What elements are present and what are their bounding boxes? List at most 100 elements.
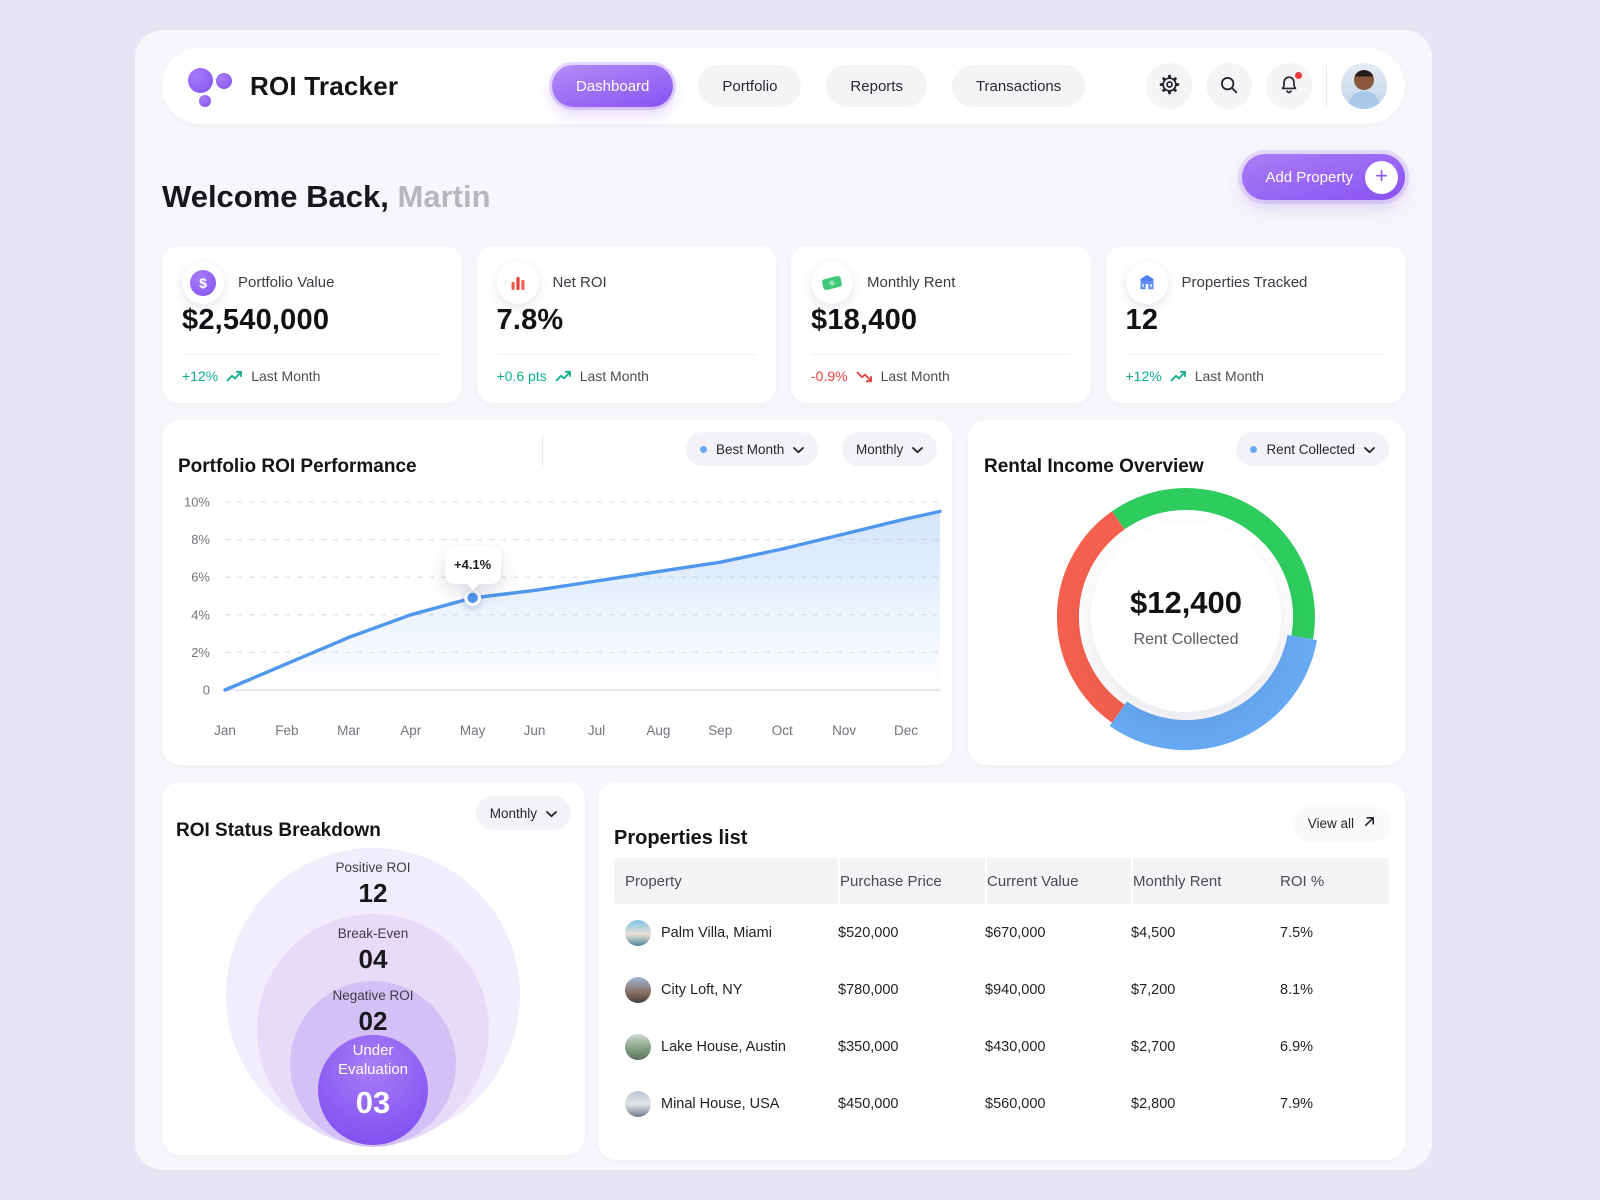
settings-button[interactable]: [1146, 63, 1192, 109]
rental-donut-chart: [1056, 487, 1317, 751]
stat-cards: $ Portfolio Value $2,540,000 +12% Last Month…: [162, 246, 1405, 403]
x-tick: Dec: [894, 723, 918, 738]
monthly-rent: $4,500: [1131, 924, 1176, 941]
column-header: Monthly Rent: [1131, 858, 1280, 904]
table-row[interactable]: Minal House, USA $450,000 $560,000 $2,800 7.…: [614, 1075, 1389, 1132]
table-row[interactable]: Lake House, Austin $350,000 $430,000 $2,700…: [614, 1018, 1389, 1075]
donut-segment: [1109, 634, 1317, 751]
title-divider: [542, 436, 543, 466]
delta-value: +12%: [1125, 368, 1162, 384]
property-name: City Loft, NY: [661, 981, 743, 998]
search-icon: [1218, 74, 1240, 99]
add-property-button[interactable]: Add Property +: [1242, 154, 1405, 200]
stat-footer: -0.9% Last Month: [811, 368, 950, 384]
ring-label-4: Under Evaluation 03: [321, 1042, 425, 1120]
user-avatar[interactable]: [1341, 63, 1387, 109]
y-tick: 8%: [191, 532, 210, 547]
ring-value: 04: [358, 943, 388, 974]
properties-title: Properties list: [614, 826, 748, 849]
roi-performance-card: Portfolio ROI Performance Best Month Mon…: [162, 420, 952, 765]
period-label: Last Month: [880, 368, 950, 384]
y-tick: 10%: [184, 495, 210, 510]
monthly-rent: $2,700: [1131, 1038, 1176, 1055]
property-name: Palm Villa, Miami: [661, 924, 772, 941]
purchase-price: $780,000: [838, 981, 899, 998]
period-dropdown[interactable]: Monthly: [842, 432, 938, 466]
rent-collected-label: Rent Collected: [1133, 631, 1239, 648]
metric-dropdown[interactable]: Best Month: [686, 432, 819, 466]
rental-income-card: Rental Income Overview Rent Collected $1…: [968, 420, 1405, 765]
ring-label-2: Break-Even 04: [263, 926, 483, 973]
purchase-price: $520,000: [838, 924, 899, 941]
y-tick: 4%: [191, 607, 210, 622]
app-container: ROI Tracker Dashboard Portfolio Reports Tra…: [135, 30, 1432, 1170]
ring-value: 12: [358, 877, 388, 908]
nav-tab-dashboard[interactable]: Dashboard: [552, 65, 674, 107]
property-cell: Lake House, Austin: [625, 1033, 838, 1060]
current-value: $560,000: [985, 1095, 1046, 1112]
stat-footer: +0.6 pts Last Month: [497, 368, 649, 384]
x-tick: May: [460, 723, 486, 738]
donut-segment: [1111, 487, 1315, 640]
x-tick: Sep: [708, 723, 732, 738]
roi-percent: 6.9%: [1280, 1038, 1314, 1055]
chart-tooltip: +4.1%: [444, 545, 501, 584]
roi-line-chart: 0 2% 4% 6% 8% 10% Jan Feb Mar Apr May Jun Jul Aug Sep O…: [184, 495, 942, 738]
ring-label: Negative ROI: [332, 988, 414, 1003]
property-name: Lake House, Austin: [661, 1038, 786, 1055]
delta-value: +0.6 pts: [496, 368, 547, 384]
trend-up-icon: [226, 370, 243, 383]
x-tick: Nov: [832, 723, 856, 738]
trend-up-icon: [555, 370, 572, 383]
column-header: Purchase Price: [838, 858, 985, 904]
stat-value: $2,540,000: [182, 304, 330, 336]
nav-tab-portfolio[interactable]: Portfolio: [698, 65, 802, 107]
ring-label: Positive ROI: [335, 860, 411, 875]
rental-metric-dropdown[interactable]: Rent Collected: [1236, 432, 1389, 466]
ring-4: [318, 1035, 428, 1145]
roi-chart-title: Portfolio ROI Performance: [178, 455, 417, 477]
legend-dot: [1250, 445, 1258, 453]
column-header: Property: [625, 872, 682, 890]
current-value: $670,000: [985, 924, 1046, 941]
page-title: Welcome Back, Martin: [162, 178, 491, 214]
stat-label: Net ROI: [552, 274, 607, 291]
ring-label-3: Negative ROI 02: [263, 988, 483, 1035]
search-button[interactable]: [1206, 63, 1252, 109]
plus-icon: +: [1365, 160, 1398, 194]
roi-status-breakdown-card: ROI Status Breakdown Monthly Positive RO…: [162, 782, 585, 1155]
nav-tab-transactions[interactable]: Transactions: [951, 65, 1086, 107]
notifications-button[interactable]: [1266, 63, 1312, 109]
purchase-price: $350,000: [838, 1038, 899, 1055]
stat-value: $18,400: [811, 304, 918, 336]
stat-value: 7.8%: [496, 304, 564, 336]
rental-chart-title: Rental Income Overview: [984, 455, 1204, 477]
column-header: Current Value: [985, 858, 1131, 904]
roi-percent: 8.1%: [1280, 981, 1314, 998]
view-all-button[interactable]: View all: [1293, 806, 1390, 840]
y-tick: 0: [203, 683, 210, 698]
donut-center: $12,400 Rent Collected: [1091, 522, 1281, 712]
nav-tab-reports[interactable]: Reports: [826, 65, 927, 107]
property-cell: Minal House, USA: [625, 1090, 838, 1117]
dollar-coin-icon: $: [182, 262, 224, 304]
chevron-down-icon: [1364, 442, 1375, 457]
header: ROI Tracker Dashboard Portfolio Reports Tra…: [162, 48, 1405, 124]
stat-card-net-roi: Net ROI 7.8% +0.6 pts Last Month: [476, 246, 776, 403]
period-label: Last Month: [579, 368, 649, 384]
notification-badge-dot: [1294, 71, 1303, 80]
table-row[interactable]: Palm Villa, Miami $520,000 $670,000 $4,500 7…: [614, 904, 1389, 961]
arrow-up-right-icon: [1363, 815, 1376, 831]
breakdown-period-dropdown[interactable]: Monthly: [475, 796, 571, 830]
x-tick: Oct: [772, 723, 793, 738]
gear-icon: [1158, 73, 1181, 99]
stat-label: Portfolio Value: [238, 274, 335, 291]
header-divider: [1326, 65, 1327, 107]
table-row[interactable]: City Loft, NY $780,000 $940,000 $7,200 8.1%: [614, 961, 1389, 1018]
property-thumbnail: [625, 1090, 651, 1117]
stat-card-portfolio-value: $ Portfolio Value $2,540,000 +12% Last Month: [162, 246, 462, 403]
ring-label-1: Positive ROI 12: [263, 860, 483, 907]
current-value: $940,000: [985, 981, 1046, 998]
property-cell: Palm Villa, Miami: [625, 919, 838, 946]
x-tick: Mar: [337, 723, 361, 738]
